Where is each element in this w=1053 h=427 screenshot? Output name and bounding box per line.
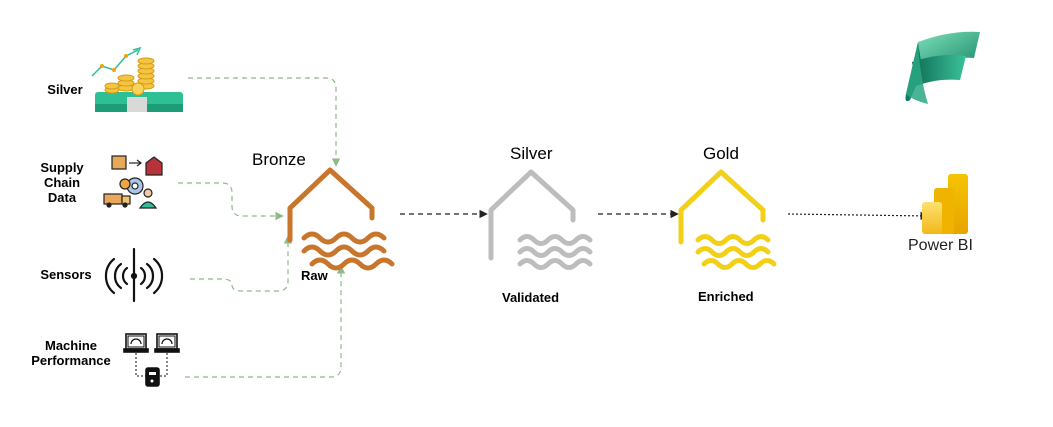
source-label-silver: Silver [47, 82, 83, 97]
sensor-signal-icon [104, 247, 164, 303]
connector-supply-to-bronze [178, 182, 284, 221]
layer-caption-validated: Validated [502, 290, 560, 305]
source-label-supply-chain: Supply Chain Data [40, 160, 84, 205]
powerbi-logo-icon [922, 174, 968, 234]
layer-caption-raw: Raw [301, 268, 328, 283]
silver-lakehouse-icon [488, 169, 593, 270]
machine-network-icon [123, 333, 180, 387]
bronze-lakehouse-icon [287, 167, 395, 271]
gold-lakehouse-icon [678, 169, 777, 270]
layer-connectors [400, 209, 929, 221]
supply-chain-icon [103, 155, 163, 209]
fabric-logo-icon [905, 31, 980, 104]
connector-gold-to-powerbi [787, 211, 929, 221]
layer-caption-enriched: Enriched [698, 289, 754, 304]
coins-chart-icon [91, 46, 183, 112]
connector-machine-to-bronze [185, 265, 346, 378]
layer-title-gold: Gold [703, 144, 739, 163]
layer-title-bronze: Bronze [252, 150, 306, 169]
connector-sensors-to-bronze [190, 235, 293, 292]
layer-title-silver: Silver [510, 144, 553, 163]
connector-silver-to-bronze [188, 77, 341, 167]
powerbi-label: Power BI [908, 237, 973, 254]
source-label-machine-performance: Machine Performance [31, 338, 111, 368]
feed-connectors [178, 77, 346, 378]
source-label-sensors: Sensors [40, 267, 92, 282]
